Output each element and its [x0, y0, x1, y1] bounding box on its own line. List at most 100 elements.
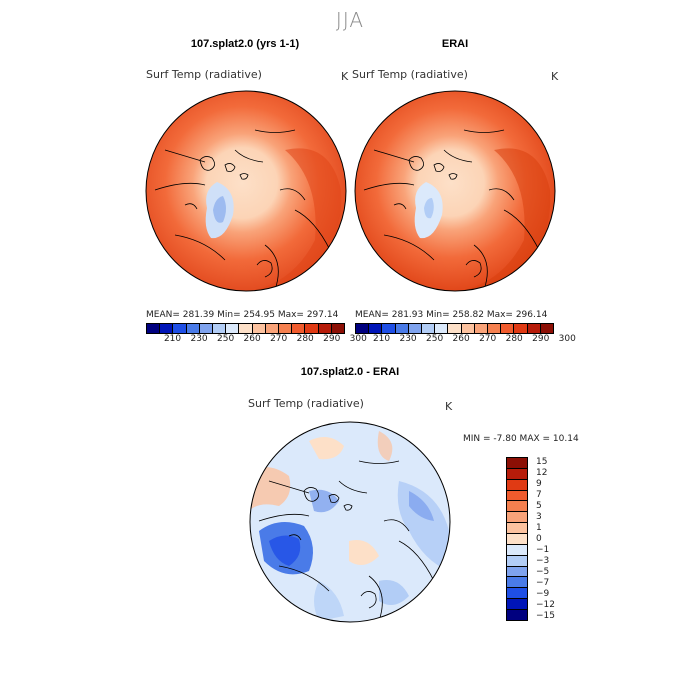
model-panel-title: 107.splat2.0 (yrs 1-1) — [190, 38, 300, 50]
colorbar-swatch — [435, 324, 449, 333]
colorbar-swatch — [265, 324, 280, 333]
colorbar-tick-label: 300 — [349, 334, 367, 344]
colorbar-tick-label: −5 — [536, 566, 550, 577]
colorbar-swatch — [507, 544, 527, 556]
colorbar-swatch — [507, 566, 527, 578]
colorbar-swatch — [507, 468, 527, 480]
colorbar-swatch — [507, 479, 527, 491]
colorbar-swatch — [514, 324, 528, 333]
colorbar-tick-label: 230 — [190, 334, 208, 344]
colorbar-swatch — [507, 610, 527, 620]
colorbar-tick-label: −9 — [536, 588, 550, 599]
colorbar-swatch — [382, 324, 396, 333]
colorbar-swatch — [448, 324, 462, 333]
model-stats-text: MEAN= 281.39 Min= 254.95 Max= 297.14 — [146, 310, 339, 320]
colorbar-tick-label: 260 — [452, 334, 470, 344]
colorbar-tick-label: 250 — [426, 334, 444, 344]
model-colorbar: 210 230 250 260 270 280 290 300 — [146, 323, 367, 346]
colorbar-tick-label: 5 — [536, 501, 542, 512]
model-colorbar-ticks: 210 230 250 260 270 280 290 300 — [146, 334, 367, 346]
colorbar-tick-label: 3 — [536, 512, 542, 523]
obs-variable-label: Surf Temp (radiative) — [352, 68, 468, 81]
diff-colorbar — [506, 457, 528, 621]
colorbar-swatch — [292, 324, 306, 333]
obs-unit-label: K — [551, 70, 559, 83]
colorbar-tick-label: 300 — [558, 334, 576, 344]
colorbar-tick-label: 210 — [163, 334, 182, 344]
colorbar-tick-label: 210 — [372, 334, 391, 344]
colorbar-swatch — [461, 324, 475, 333]
colorbar-swatch — [239, 324, 253, 333]
colorbar-swatch — [252, 324, 266, 333]
colorbar-tick-label: 9 — [536, 479, 542, 490]
colorbar-swatch — [408, 324, 423, 333]
diff-polar-map — [249, 421, 451, 623]
colorbar-swatch — [507, 555, 527, 567]
colorbar-tick-label: 250 — [217, 334, 235, 344]
colorbar-tick-label: 0 — [536, 534, 542, 544]
colorbar-swatch — [147, 324, 161, 333]
colorbar-swatch — [507, 523, 527, 535]
model-polar-map — [145, 90, 347, 292]
obs-colorbar-swatches — [355, 323, 554, 334]
obs-colorbar-ticks: 210 230 250 260 270 280 290 300 — [355, 334, 576, 346]
colorbar-tick-label: 1 — [536, 523, 542, 534]
colorbar-swatch — [173, 324, 187, 333]
model-variable-label: Surf Temp (radiative) — [146, 68, 262, 81]
colorbar-tick-label: −12 — [536, 599, 555, 610]
colorbar-swatch — [501, 324, 515, 333]
colorbar-swatch — [279, 324, 293, 333]
colorbar-swatch — [474, 324, 489, 333]
colorbar-tick-label: 230 — [399, 334, 417, 344]
colorbar-tick-label: 290 — [323, 334, 341, 344]
colorbar-swatch — [507, 458, 527, 469]
colorbar-swatch — [356, 324, 370, 333]
colorbar-tick-label: 15 — [536, 457, 548, 468]
colorbar-swatch — [331, 324, 345, 333]
colorbar-tick-label: 7 — [536, 490, 542, 501]
colorbar-swatch — [507, 490, 527, 502]
diff-colorbar-ticks: 15 12 9 7 5 3 1 0 −1 −3 −5 −7 −9 −12 −15 — [536, 457, 576, 621]
colorbar-tick-label: 260 — [243, 334, 261, 344]
colorbar-swatch — [186, 324, 200, 333]
colorbar-tick-label: −1 — [536, 544, 550, 555]
obs-colorbar: 210 230 250 260 270 280 290 300 — [355, 323, 576, 346]
colorbar-swatch — [507, 512, 527, 524]
colorbar-swatch — [395, 324, 409, 333]
colorbar-swatch — [507, 577, 527, 589]
season-title: JJA — [335, 8, 365, 32]
obs-panel-title: ERAI — [441, 38, 469, 50]
colorbar-tick-label: 280 — [296, 334, 314, 344]
diff-panel-title: 107.splat2.0 - ERAI — [300, 366, 400, 378]
colorbar-tick-label: 270 — [270, 334, 288, 344]
colorbar-swatch — [213, 324, 227, 333]
colorbar-swatch — [507, 501, 527, 513]
colorbar-swatch — [226, 324, 240, 333]
colorbar-swatch — [507, 599, 527, 611]
diff-colorbar-swatches — [506, 457, 528, 621]
model-unit-label: K — [341, 70, 349, 83]
colorbar-swatch — [422, 324, 436, 333]
colorbar-swatch — [369, 324, 383, 333]
colorbar-swatch — [305, 324, 319, 333]
colorbar-swatch — [199, 324, 214, 333]
obs-stats-text: MEAN= 281.93 Min= 258.82 Max= 296.14 — [355, 310, 548, 320]
colorbar-swatch — [160, 324, 174, 333]
model-colorbar-swatches — [146, 323, 345, 334]
diff-variable-label: Surf Temp (radiative) — [248, 397, 364, 410]
diff-unit-label: K — [445, 400, 453, 413]
colorbar-swatch — [507, 534, 527, 545]
colorbar-tick-label: −3 — [536, 555, 550, 566]
colorbar-tick-label: 280 — [505, 334, 523, 344]
colorbar-tick-label: 12 — [536, 468, 548, 479]
colorbar-swatch — [527, 324, 541, 333]
colorbar-tick-label: −15 — [536, 610, 555, 621]
colorbar-tick-label: 270 — [479, 334, 497, 344]
colorbar-tick-label: −7 — [536, 577, 550, 588]
colorbar-tick-label: 290 — [532, 334, 550, 344]
colorbar-swatch — [488, 324, 502, 333]
colorbar-swatch — [507, 588, 527, 600]
obs-polar-map — [354, 90, 556, 292]
diff-stats-text: MIN = -7.80 MAX = 10.14 — [463, 434, 579, 444]
colorbar-swatch — [318, 324, 332, 333]
